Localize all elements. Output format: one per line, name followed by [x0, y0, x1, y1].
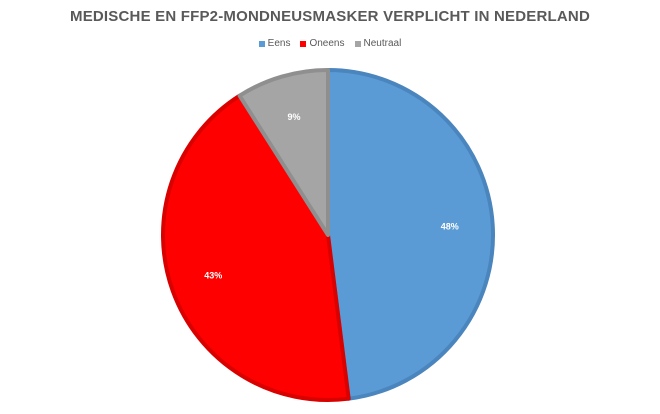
- legend-swatch-oneens: [300, 40, 307, 47]
- pie-label-eens: 48%: [441, 222, 459, 232]
- legend-item-neutraal: Neutraal: [354, 38, 402, 49]
- legend-label-oneens: Oneens: [309, 38, 345, 49]
- legend-label-eens: Eens: [267, 38, 291, 49]
- pie-slice-eens: [326, 68, 495, 401]
- legend-label-neutraal: Neutraal: [363, 38, 402, 49]
- chart-title: MEDISCHE EN FFP2-MONDNEUSMASKER VERPLICH…: [70, 8, 590, 25]
- pie-slice-oneens: [161, 93, 351, 402]
- legend-item-oneens: Oneens: [300, 38, 345, 49]
- pie-label-neutraal: 9%: [287, 112, 300, 122]
- legend-item-eens: Eens: [258, 38, 291, 49]
- pie-label-oneens: 43%: [204, 271, 222, 281]
- pie-slice-neutraal: [237, 68, 330, 237]
- pie-slices: [161, 68, 495, 402]
- legend-swatch-neutraal: [354, 40, 361, 47]
- legend: Eens Oneens Neutraal: [0, 38, 660, 49]
- legend-swatch-eens: [258, 40, 265, 47]
- pie-labels: 48% 43% 9%: [204, 112, 459, 280]
